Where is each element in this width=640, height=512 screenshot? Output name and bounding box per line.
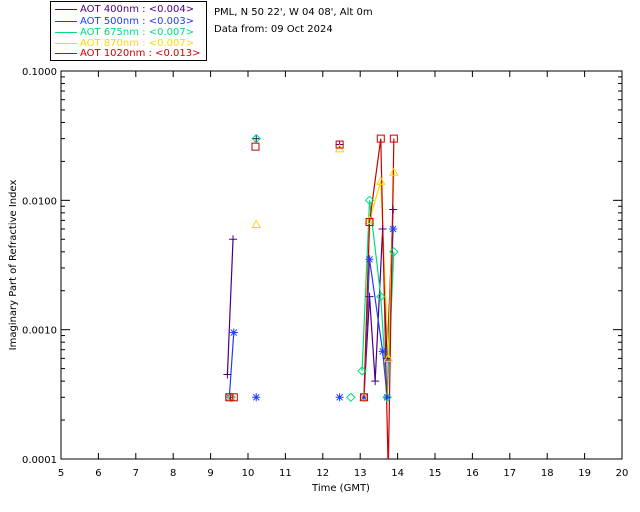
legend-swatch-500nm — [55, 20, 77, 22]
x-tick-label: 11 — [279, 468, 292, 479]
triangle-marker — [364, 215, 375, 224]
x-tick-label: 5 — [58, 468, 64, 479]
x-axis-label: Time (GMT) — [311, 483, 370, 494]
plus-marker — [365, 292, 374, 301]
asterisk-marker — [229, 328, 238, 337]
legend-label-675nm: AOT 675nm : <0.007> — [80, 27, 195, 38]
x-tick-label: 12 — [316, 468, 329, 479]
plus-marker — [378, 225, 387, 234]
series-line — [363, 209, 394, 398]
triangle-marker — [383, 353, 394, 362]
legend-item-870nm: AOT 870nm : <0.007> — [55, 38, 194, 50]
triangle-marker — [375, 176, 386, 185]
diamond-marker — [357, 366, 367, 376]
diamond-marker — [389, 247, 399, 257]
legend-item-1020nm: AOT 1020nm : <0.013> — [55, 48, 200, 60]
y-tick-label: 0.0100 — [22, 196, 57, 207]
series-0 — [226, 209, 394, 398]
asterisk-marker — [252, 393, 261, 402]
legend-item-675nm: AOT 675nm : <0.007> — [55, 27, 194, 39]
y-tick-label: 0.1000 — [22, 67, 57, 78]
diamond-marker — [364, 195, 375, 206]
square-marker — [365, 217, 374, 226]
y-tick-label: 0.0010 — [22, 326, 57, 337]
x-tick-label: 19 — [578, 468, 591, 479]
legend-swatch-400nm — [55, 8, 77, 10]
x-tick-label: 8 — [170, 468, 176, 479]
series-markers-1 — [225, 225, 398, 402]
legend-item-400nm: AOT 400nm : <0.004> — [55, 4, 194, 16]
site-info: PML, N 50 22', W 04 08', Alt 0m — [214, 7, 373, 18]
legend: AOT 400nm : <0.004> AOT 500nm : <0.003> … — [50, 1, 207, 61]
x-tick-label: 6 — [95, 468, 101, 479]
x-tick-label: 17 — [503, 468, 516, 479]
diamond-marker — [382, 392, 392, 402]
x-tick-label: 7 — [133, 468, 139, 479]
plus-marker — [252, 134, 261, 143]
legend-label-400nm: AOT 400nm : <0.004> — [80, 4, 195, 15]
plot-frame — [60, 70, 623, 460]
x-tick-label: 18 — [541, 468, 554, 479]
series-line — [226, 239, 234, 375]
data-series — [223, 133, 399, 459]
plus-marker — [389, 205, 398, 214]
legend-swatch-1020nm — [55, 52, 77, 54]
plus-marker — [371, 377, 380, 386]
x-tick-label: 13 — [354, 468, 367, 479]
y-axis-label: Imaginary Part of Refractive Index — [8, 180, 19, 351]
square-marker — [251, 142, 260, 151]
legend-label-1020nm: AOT 1020nm : <0.013> — [80, 48, 201, 59]
plus-marker — [223, 370, 232, 379]
series-line — [363, 138, 395, 459]
legend-label-500nm: AOT 500nm : <0.003> — [80, 16, 195, 27]
y-tick-label: 0.0001 — [22, 455, 57, 466]
legend-item-500nm: AOT 500nm : <0.003> — [55, 16, 194, 28]
asterisk-marker — [389, 225, 398, 234]
legend-label-870nm: AOT 870nm : <0.007> — [80, 38, 195, 49]
asterisk-marker — [383, 393, 392, 402]
plus-marker — [229, 235, 238, 244]
x-tick-label: 9 — [207, 468, 213, 479]
triangle-marker — [388, 167, 399, 176]
series-markers-2 — [226, 133, 399, 402]
diamond-marker — [346, 392, 356, 402]
date-info: Data from: 09 Oct 2024 — [214, 24, 333, 35]
x-tick-label: 10 — [242, 468, 255, 479]
square-marker — [359, 393, 368, 402]
asterisk-marker — [378, 347, 387, 356]
legend-swatch-870nm — [55, 42, 77, 44]
series-markers-4 — [225, 134, 398, 402]
series-markers-3 — [226, 143, 399, 401]
asterisk-marker — [359, 393, 368, 402]
triangle-marker — [251, 219, 262, 229]
diamond-marker — [251, 133, 261, 144]
asterisk-marker — [335, 393, 344, 402]
x-tick-label: 16 — [466, 468, 479, 479]
legend-swatch-675nm — [55, 31, 77, 33]
square-marker — [229, 393, 238, 402]
square-marker — [389, 134, 398, 143]
x-tick-label: 20 — [616, 468, 629, 479]
triangle-marker — [359, 392, 369, 401]
axis-ticks: 5 6 7 8 9 10 11 12 13 14 15 16 17 18 19 20 0.0001 0.0010 0… — [22, 67, 628, 479]
square-marker — [335, 140, 344, 149]
x-tick-label: 15 — [429, 468, 442, 479]
square-marker — [376, 134, 385, 143]
asterisk-marker — [365, 255, 374, 264]
x-tick-label: 14 — [391, 468, 404, 479]
square-marker — [225, 393, 234, 402]
series-line — [228, 332, 235, 398]
diamond-marker — [376, 291, 386, 302]
